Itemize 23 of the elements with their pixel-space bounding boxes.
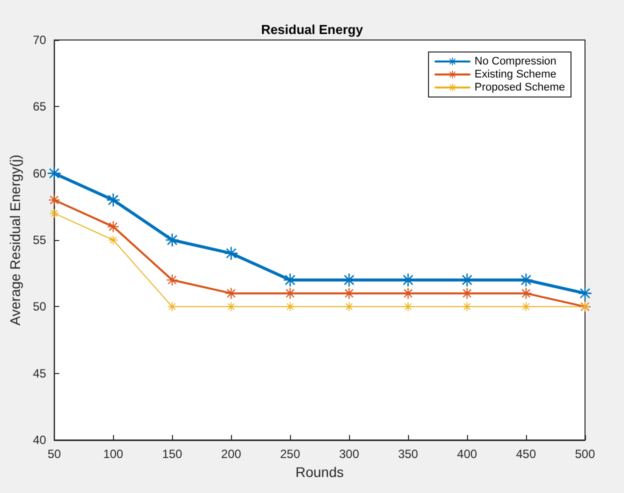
x-tick-label: 500 [574,447,596,461]
x-axis-title: Rounds [295,464,344,480]
y-tick-label: 55 [32,233,47,247]
x-tick-label: 50 [48,447,62,461]
x-tick-label: 250 [280,447,300,461]
y-tick-label: 50 [32,300,47,314]
y-axis-title: Average Residual Energy(j) [7,154,23,326]
legend-label: Proposed Scheme [474,82,565,94]
x-tick-label: 300 [339,447,360,461]
x-tick-label: 450 [516,447,536,461]
y-tick-label: 70 [32,33,47,47]
x-tick-label: 150 [162,447,183,461]
y-tick-label: 60 [32,166,47,180]
x-tick-label: 100 [103,447,124,461]
chart-title: Residual Energy [261,22,364,37]
x-tick-label: 350 [398,447,418,461]
x-tick-label: 400 [457,447,478,461]
legend-label: Existing Scheme [474,68,556,80]
legend-label: No Compression [474,56,556,68]
y-tick-label: 65 [32,100,47,114]
y-tick-label: 40 [32,433,47,447]
y-tick-label: 45 [32,366,47,380]
x-tick-label: 200 [221,447,242,461]
